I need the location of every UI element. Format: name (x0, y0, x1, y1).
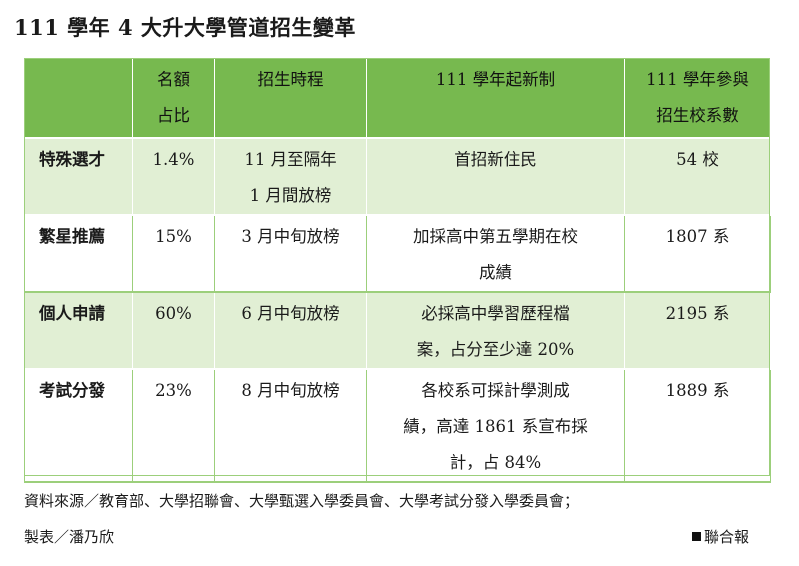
header-cell-channel (24, 58, 133, 139)
participants-cell: 1807 系 (624, 214, 771, 293)
new-policy-cell: 首招新住民 (366, 137, 625, 216)
participants-cell: 2195 系 (624, 291, 771, 370)
table-header-row: 名額 占比 招生時程 111 學年起新制 111 學年參與 招生校系數 (24, 58, 771, 139)
participants-cell: 1889 系 (624, 368, 771, 483)
publisher-name: 聯合報 (703, 528, 749, 546)
header-cell-share: 名額 占比 (132, 58, 215, 139)
channel-cell: 考試分發 (24, 368, 133, 483)
table-row: 繁星推薦 15% 3 月中旬放榜 加採高中第五學期在校 成績 1807 系 (24, 214, 771, 293)
schedule-cell: 3 月中旬放榜 (214, 214, 367, 293)
participants-cell: 54 校 (624, 137, 771, 216)
source-note: 資料來源／教育部、大學招聯會、大學甄選入學委員會、大學考試分發入學委員會； (24, 492, 580, 510)
table-row: 考試分發 23% 8 月中旬放榜 各校系可採計學測成 績，高達 1861 系宣布… (24, 368, 771, 483)
schedule-cell: 8 月中旬放榜 (214, 368, 367, 483)
channel-cell: 繁星推薦 (24, 214, 133, 293)
table-maker-credit: 製表／潘乃欣 (24, 528, 115, 546)
header-cell-new-policy: 111 學年起新制 (366, 58, 625, 139)
channel-cell: 個人申請 (24, 291, 133, 370)
new-policy-cell: 各校系可採計學測成 績，高達 1861 系宣布採 計，占 84% (366, 368, 625, 483)
header-cell-participants: 111 學年參與 招生校系數 (624, 58, 771, 139)
share-cell: 15% (132, 214, 215, 293)
share-cell: 23% (132, 368, 215, 483)
new-policy-cell: 必採高中學習歷程檔 案，占分至少達 20% (366, 291, 625, 370)
schedule-cell: 6 月中旬放榜 (214, 291, 367, 370)
table-row: 個人申請 60% 6 月中旬放榜 必採高中學習歷程檔 案，占分至少達 20% 2… (24, 291, 771, 370)
share-cell: 1.4% (132, 137, 215, 216)
square-bullet-icon (691, 532, 701, 541)
new-policy-cell: 加採高中第五學期在校 成績 (366, 214, 625, 293)
page-title: 111 學年 4 大升大學管道招生變革 (14, 15, 356, 40)
admissions-table: 名額 占比 招生時程 111 學年起新制 111 學年參與 招生校系數 特殊選才… (24, 58, 771, 483)
schedule-cell: 11 月至隔年 1 月間放榜 (214, 137, 367, 216)
channel-cell: 特殊選才 (24, 137, 133, 216)
publisher-credit: 聯合報 (691, 526, 749, 547)
table-row: 特殊選才 1.4% 11 月至隔年 1 月間放榜 首招新住民 54 校 (24, 137, 771, 216)
header-cell-schedule: 招生時程 (214, 58, 367, 139)
share-cell: 60% (132, 291, 215, 370)
